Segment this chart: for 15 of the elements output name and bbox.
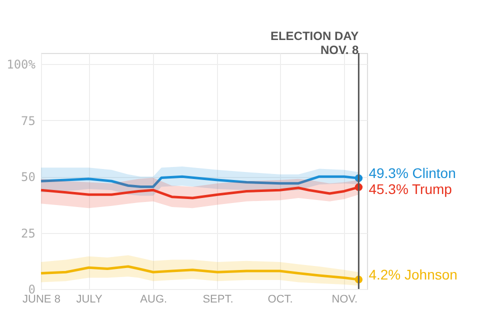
ref-line-label: ELECTION DAY NOV. 8 — [270, 29, 360, 57]
text: 45.3% Trump — [368, 181, 452, 198]
y-tick-label: 0 — [28, 282, 36, 296]
x-tick-label: OCT. — [268, 294, 293, 306]
x-tick-label: JUNE 8 — [22, 294, 60, 306]
y-tick-label: 25 — [21, 226, 36, 240]
text: 4.2% Johnson — [368, 266, 458, 283]
y-tick-label: 50 — [21, 170, 36, 184]
x-tick-label: NOV. — [332, 294, 358, 306]
x-tick-label: SEPT. — [202, 294, 234, 306]
y-tick-label: 100% — [6, 58, 36, 72]
y-tick-label: 75 — [21, 114, 36, 128]
text: 49.3% Clinton — [368, 165, 456, 182]
x-tick-label: JULY — [76, 294, 103, 306]
x-tick-label: AUG. — [140, 294, 168, 306]
